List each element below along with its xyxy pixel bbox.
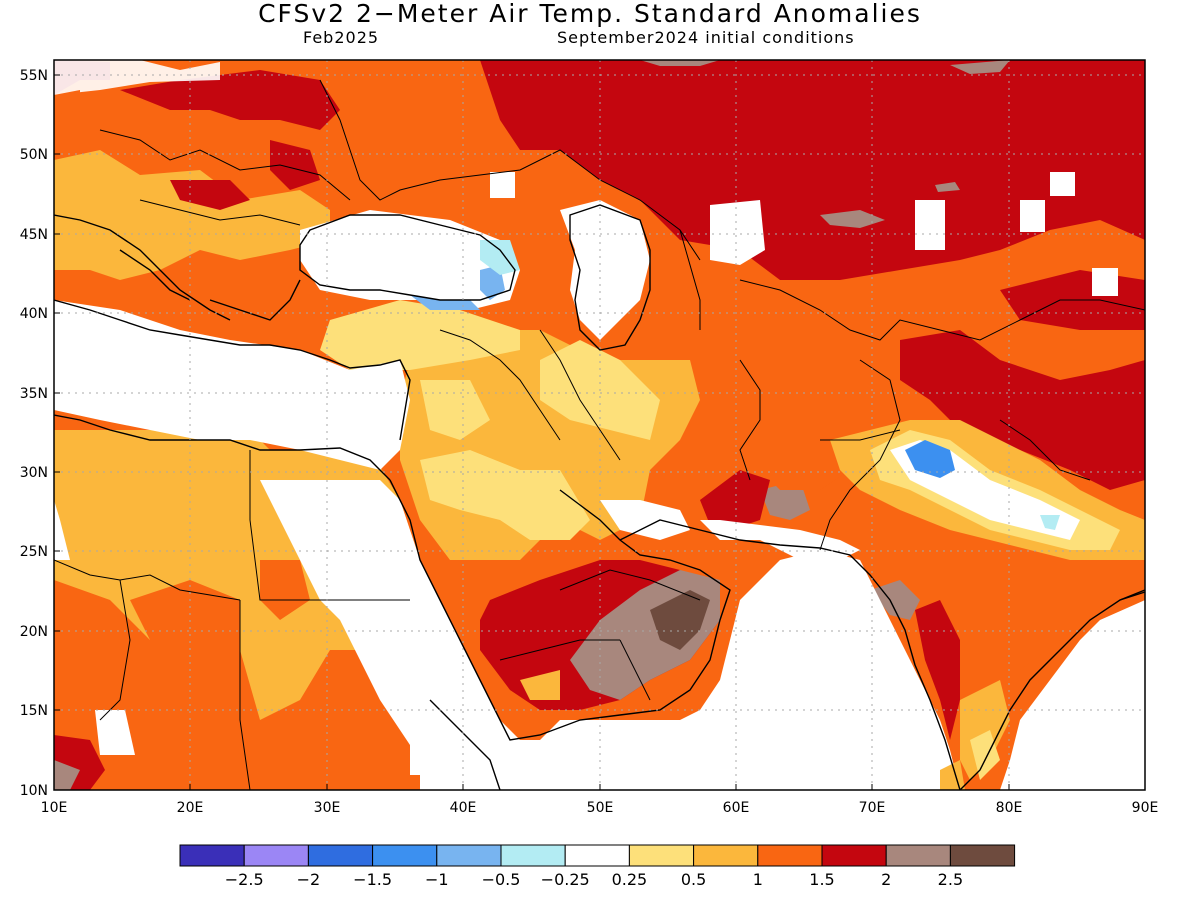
legend-swatch: [949, 844, 1016, 867]
legend-swatch: [564, 844, 630, 867]
legend-label: −0.25: [541, 870, 590, 889]
lon-label-60e: 60E: [723, 800, 750, 816]
lon-label-40e: 40E: [450, 800, 477, 816]
lon-label-70e: 70E: [859, 800, 886, 816]
legend-label: 1.5: [809, 870, 834, 889]
lat-label-10n: 10N: [20, 783, 48, 799]
lon-label-10e: 10E: [41, 800, 68, 816]
lat-label-25n: 25N: [20, 544, 48, 560]
longitude-labels: 10E 20E 30E 40E 50E 60E 70E 80E 90E: [41, 800, 1159, 816]
legend-swatch: [628, 844, 695, 867]
legend-swatch: [757, 844, 823, 867]
legend-swatch: [821, 844, 887, 867]
lat-label-35n: 35N: [20, 386, 48, 402]
lat-label-20n: 20N: [20, 624, 48, 640]
legend-label: −1.5: [353, 870, 392, 889]
legend-swatch: [179, 844, 245, 867]
initial-conditions: September2024 initial conditions: [557, 28, 855, 47]
color-legend: −2.5 −2 −1.5 −1 −0.5 −0.25 0.25 0.5 1 1.5 2 2.5: [179, 844, 1016, 889]
valid-month: Feb2025: [303, 28, 380, 47]
lat-label-15n: 15N: [20, 703, 48, 719]
legend-label: 0.5: [681, 870, 706, 889]
latitude-labels: 55N 50N 45N 40N 35N 30N 25N 20N 15N 10N: [20, 68, 48, 799]
lon-label-80e: 80E: [996, 800, 1023, 816]
political-borders: [54, 79, 1145, 790]
lat-label-55n: 55N: [20, 68, 48, 84]
legend-label: −1: [425, 870, 449, 889]
legend-label: 1: [753, 870, 763, 889]
lat-label-45n: 45N: [20, 227, 48, 243]
legend-swatch: [372, 844, 438, 867]
lat-label-50n: 50N: [20, 147, 48, 163]
lon-label-30e: 30E: [314, 800, 341, 816]
legend-label: 0.25: [612, 870, 648, 889]
legend-swatch: [243, 844, 309, 867]
lat-label-30n: 30N: [20, 465, 48, 481]
lon-label-90e: 90E: [1132, 800, 1159, 816]
legend-label: 2: [881, 870, 891, 889]
graticule: [54, 60, 1145, 790]
tick-marks: [54, 74, 1010, 790]
coastlines: [54, 204, 1145, 790]
lon-label-50e: 50E: [587, 800, 614, 816]
legend-swatch: [436, 844, 502, 867]
legend-label: 2.5: [938, 870, 963, 889]
legend-label: −0.5: [482, 870, 521, 889]
lon-label-20e: 20E: [177, 800, 204, 816]
legend-label: −2.5: [225, 870, 264, 889]
legend-swatch: [500, 844, 566, 867]
map-title: CFSv2 2−Meter Air Temp. Standard Anomali…: [258, 0, 922, 28]
legend-label: −2: [297, 870, 321, 889]
legend-swatch: [885, 844, 951, 867]
legend-swatch: [307, 844, 374, 867]
legend-swatch: [693, 844, 759, 867]
lat-label-40n: 40N: [20, 306, 48, 322]
